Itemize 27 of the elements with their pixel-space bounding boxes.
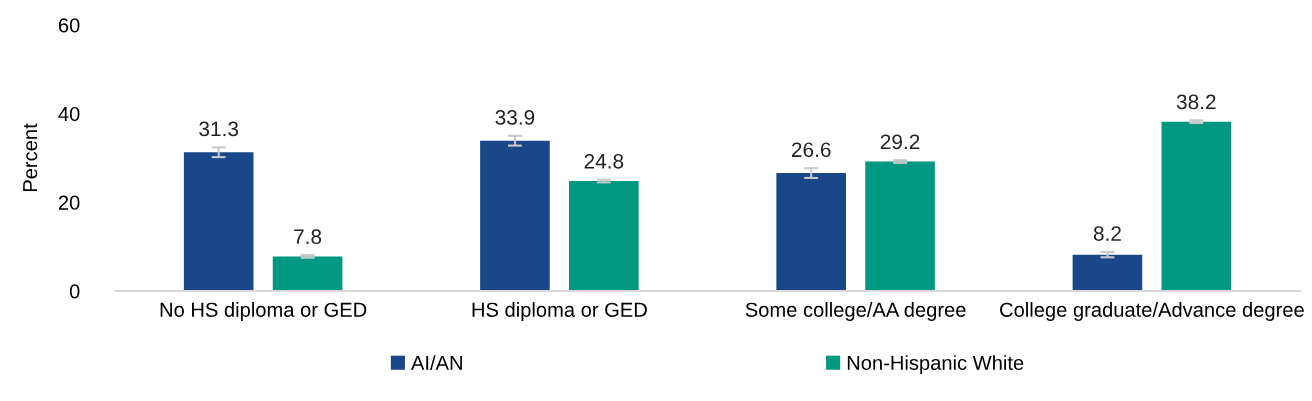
x-tick-label: College graduate/Advance degree bbox=[1000, 302, 1304, 321]
bar bbox=[776, 173, 846, 291]
legend-label: Non-Hispanic White bbox=[847, 355, 1024, 374]
x-tick-label: HS diploma or GED bbox=[472, 302, 647, 321]
y-tick-label: 60 bbox=[58, 18, 80, 33]
data-label: 31.3 bbox=[199, 121, 239, 137]
data-label: 26.6 bbox=[791, 142, 831, 158]
bar bbox=[865, 161, 935, 291]
data-label: 33.9 bbox=[495, 110, 535, 125]
bar bbox=[272, 256, 343, 291]
legend-label: AI/AN bbox=[411, 355, 462, 370]
data-label: 24.8 bbox=[584, 153, 624, 169]
data-label: 29.2 bbox=[880, 134, 920, 150]
y-tick-label: 20 bbox=[58, 195, 80, 210]
data-label: 38.2 bbox=[1176, 94, 1216, 110]
y-tick-label: 0 bbox=[69, 284, 80, 299]
data-label: 7.8 bbox=[294, 229, 322, 245]
data-label: 8.2 bbox=[1093, 226, 1121, 241]
y-tick-label: 40 bbox=[58, 106, 80, 122]
bar bbox=[1161, 121, 1232, 291]
y-axis-title: Percent bbox=[23, 123, 38, 192]
bar bbox=[183, 152, 254, 291]
bar bbox=[1072, 254, 1143, 291]
x-tick-label: No HS diploma or GED bbox=[160, 302, 367, 321]
bar bbox=[480, 140, 550, 291]
x-tick-label: Some college/AA degree bbox=[745, 302, 966, 321]
bar bbox=[569, 181, 639, 291]
